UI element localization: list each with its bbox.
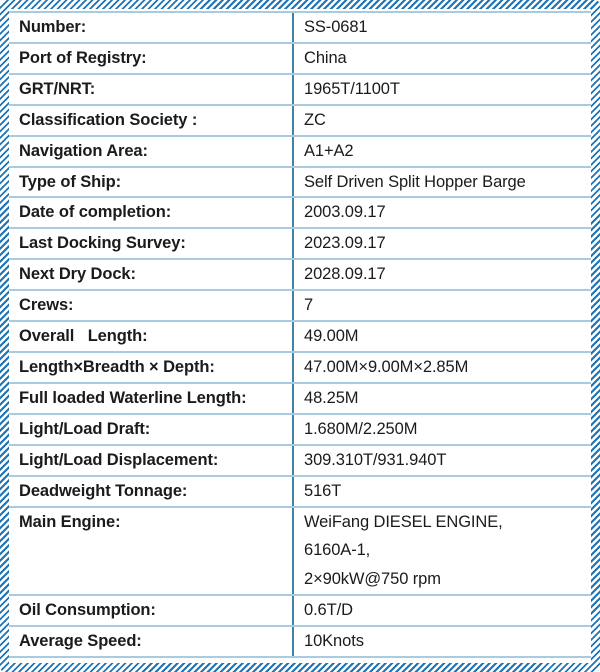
spec-label: Oil Consumption: xyxy=(19,601,156,620)
spec-label-cell: Oil Consumption: xyxy=(9,596,294,626)
spec-label-cell: Number: xyxy=(9,13,294,42)
table-row: Port of Registry: China xyxy=(9,43,591,75)
table-row: Crews: 7 xyxy=(9,291,591,323)
spec-label: Type of Ship: xyxy=(19,172,121,191)
table-row: Classification Society : ZC xyxy=(9,105,591,137)
spec-value: 309.310T/931.940T xyxy=(304,450,447,469)
spec-value: 1965T/1100T xyxy=(304,79,400,98)
spec-value-cell: 309.310T/931.940T xyxy=(294,446,591,475)
spec-label: Full loaded Waterline Length: xyxy=(19,388,247,407)
spec-label: Classification Society : xyxy=(19,110,198,129)
spec-value: 516T xyxy=(304,481,342,500)
spec-value: China xyxy=(304,48,347,67)
spec-label: Port of Registry: xyxy=(19,48,147,67)
spec-label-cell: Average Speed: xyxy=(9,627,294,657)
spec-value-cell: 10Knots xyxy=(294,627,591,656)
spec-value-cell: 2028.09.17 xyxy=(294,260,591,289)
spec-label: Deadweight Tonnage: xyxy=(19,481,188,500)
table-row: Light/Load Draft: 1.680M/2.250M xyxy=(9,414,591,446)
spec-value: 2028.09.17 xyxy=(304,265,386,284)
spec-label-cell: Type of Ship: xyxy=(9,167,294,197)
table-row: Next Dry Dock: 2028.09.17 xyxy=(9,260,591,292)
spec-value: 1.680M/2.250M xyxy=(304,419,418,438)
spec-value-cell: Self Driven Split Hopper Barge xyxy=(294,168,591,197)
spec-value: 7 xyxy=(304,296,314,315)
table-row: Oil Consumption: 0.6T/D xyxy=(9,596,591,628)
spec-value: 0.6T/D xyxy=(304,601,353,620)
spec-value: Self Driven Split Hopper Barge xyxy=(304,172,526,191)
table-row: Number: SS-0681 xyxy=(9,13,591,44)
spec-label-cell: Full loaded Waterline Length: xyxy=(9,383,294,413)
table-background: Number: SS-0681 Port of Registry: China … xyxy=(9,9,591,663)
spec-label-cell: Length×Breadth × Depth: xyxy=(9,352,294,382)
spec-label: Main Engine: xyxy=(19,512,121,531)
table-row: Date of completion: 2003.09.17 xyxy=(9,198,591,230)
spec-value: WeiFang DIESEL ENGINE, 6160A-1, 2×90kW@7… xyxy=(304,512,503,589)
spec-value-cell: 47.00M×9.00M×2.85M xyxy=(294,353,591,382)
spec-value: ZC xyxy=(304,110,326,129)
spec-value-cell: 48.25M xyxy=(294,384,591,413)
spec-value: 2003.09.17 xyxy=(304,203,386,222)
spec-value-cell: 0.6T/D xyxy=(294,596,591,625)
spec-label-cell: GRT/NRT: xyxy=(9,74,294,104)
table-row: Length×Breadth × Depth: 47.00M×9.00M×2.8… xyxy=(9,352,591,384)
spec-label: Last Docking Survey: xyxy=(19,234,186,253)
spec-value-cell: 516T xyxy=(294,477,591,506)
spec-value: 47.00M×9.00M×2.85M xyxy=(304,357,469,376)
spec-value-cell: 1.680M/2.250M xyxy=(294,415,591,444)
spec-value-cell: 1965T/1100T xyxy=(294,75,591,104)
spec-label: Crews: xyxy=(19,296,74,315)
spec-value: 2023.09.17 xyxy=(304,234,386,253)
spec-label: Overall Length: xyxy=(19,327,148,346)
spec-label-cell: Date of completion: xyxy=(9,198,294,228)
table-row: Light/Load Displacement: 309.310T/931.94… xyxy=(9,445,591,477)
spec-value-cell: A1+A2 xyxy=(294,137,591,166)
spec-label: Light/Load Displacement: xyxy=(19,450,219,469)
spec-label-cell: Next Dry Dock: xyxy=(9,260,294,290)
table-row: Type of Ship: Self Driven Split Hopper B… xyxy=(9,167,591,199)
spec-label-cell: Overall Length: xyxy=(9,322,294,351)
spec-label: Navigation Area: xyxy=(19,141,148,160)
table-row: Full loaded Waterline Length: 48.25M xyxy=(9,383,591,415)
spec-label-cell: Port of Registry: xyxy=(9,43,294,73)
spec-value: 49.00M xyxy=(304,327,359,346)
table-row: Average Speed: 10Knots xyxy=(9,627,591,659)
spec-label: Next Dry Dock: xyxy=(19,265,136,284)
table-row: GRT/NRT: 1965T/1100T xyxy=(9,74,591,106)
spec-label-cell: Light/Load Displacement: xyxy=(9,445,294,475)
spec-value: A1+A2 xyxy=(304,141,354,160)
spec-value: 10Knots xyxy=(304,632,364,651)
spec-value-cell: 2023.09.17 xyxy=(294,229,591,258)
spec-value-cell: ZC xyxy=(294,106,591,135)
spec-value-cell: 49.00M xyxy=(294,322,591,351)
spec-value: 48.25M xyxy=(304,388,359,407)
spec-label: Length×Breadth × Depth: xyxy=(19,357,215,376)
table-row: Main Engine: WeiFang DIESEL ENGINE, 6160… xyxy=(9,507,591,597)
table-row: Deadweight Tonnage: 516T xyxy=(9,476,591,508)
spec-value-cell: China xyxy=(294,44,591,73)
spec-label-cell: Last Docking Survey: xyxy=(9,229,294,259)
spec-label-cell: Main Engine: xyxy=(9,507,294,595)
spec-value-cell: 2003.09.17 xyxy=(294,198,591,227)
spec-label-cell: Crews: xyxy=(9,291,294,321)
spec-value: SS-0681 xyxy=(304,18,368,36)
spec-label: GRT/NRT: xyxy=(19,79,96,98)
table-row: Overall Length: 49.00M xyxy=(9,322,591,353)
spec-value-cell: 7 xyxy=(294,291,591,320)
spec-label-cell: Navigation Area: xyxy=(9,136,294,166)
spec-label: Light/Load Draft: xyxy=(19,419,151,438)
table-row: Last Docking Survey: 2023.09.17 xyxy=(9,229,591,261)
ship-spec-table: Number: SS-0681 Port of Registry: China … xyxy=(9,11,591,659)
spec-value-cell: SS-0681 xyxy=(294,13,591,42)
spec-label: Date of completion: xyxy=(19,203,172,222)
spec-label: Average Speed: xyxy=(19,632,142,651)
spec-label-cell: Classification Society : xyxy=(9,105,294,135)
spec-label-cell: Deadweight Tonnage: xyxy=(9,476,294,506)
table-row: Navigation Area: A1+A2 xyxy=(9,136,591,168)
spec-label-cell: Light/Load Draft: xyxy=(9,414,294,444)
spec-label: Number: xyxy=(19,18,87,36)
spec-value-cell: WeiFang DIESEL ENGINE, 6160A-1, 2×90kW@7… xyxy=(294,508,591,595)
